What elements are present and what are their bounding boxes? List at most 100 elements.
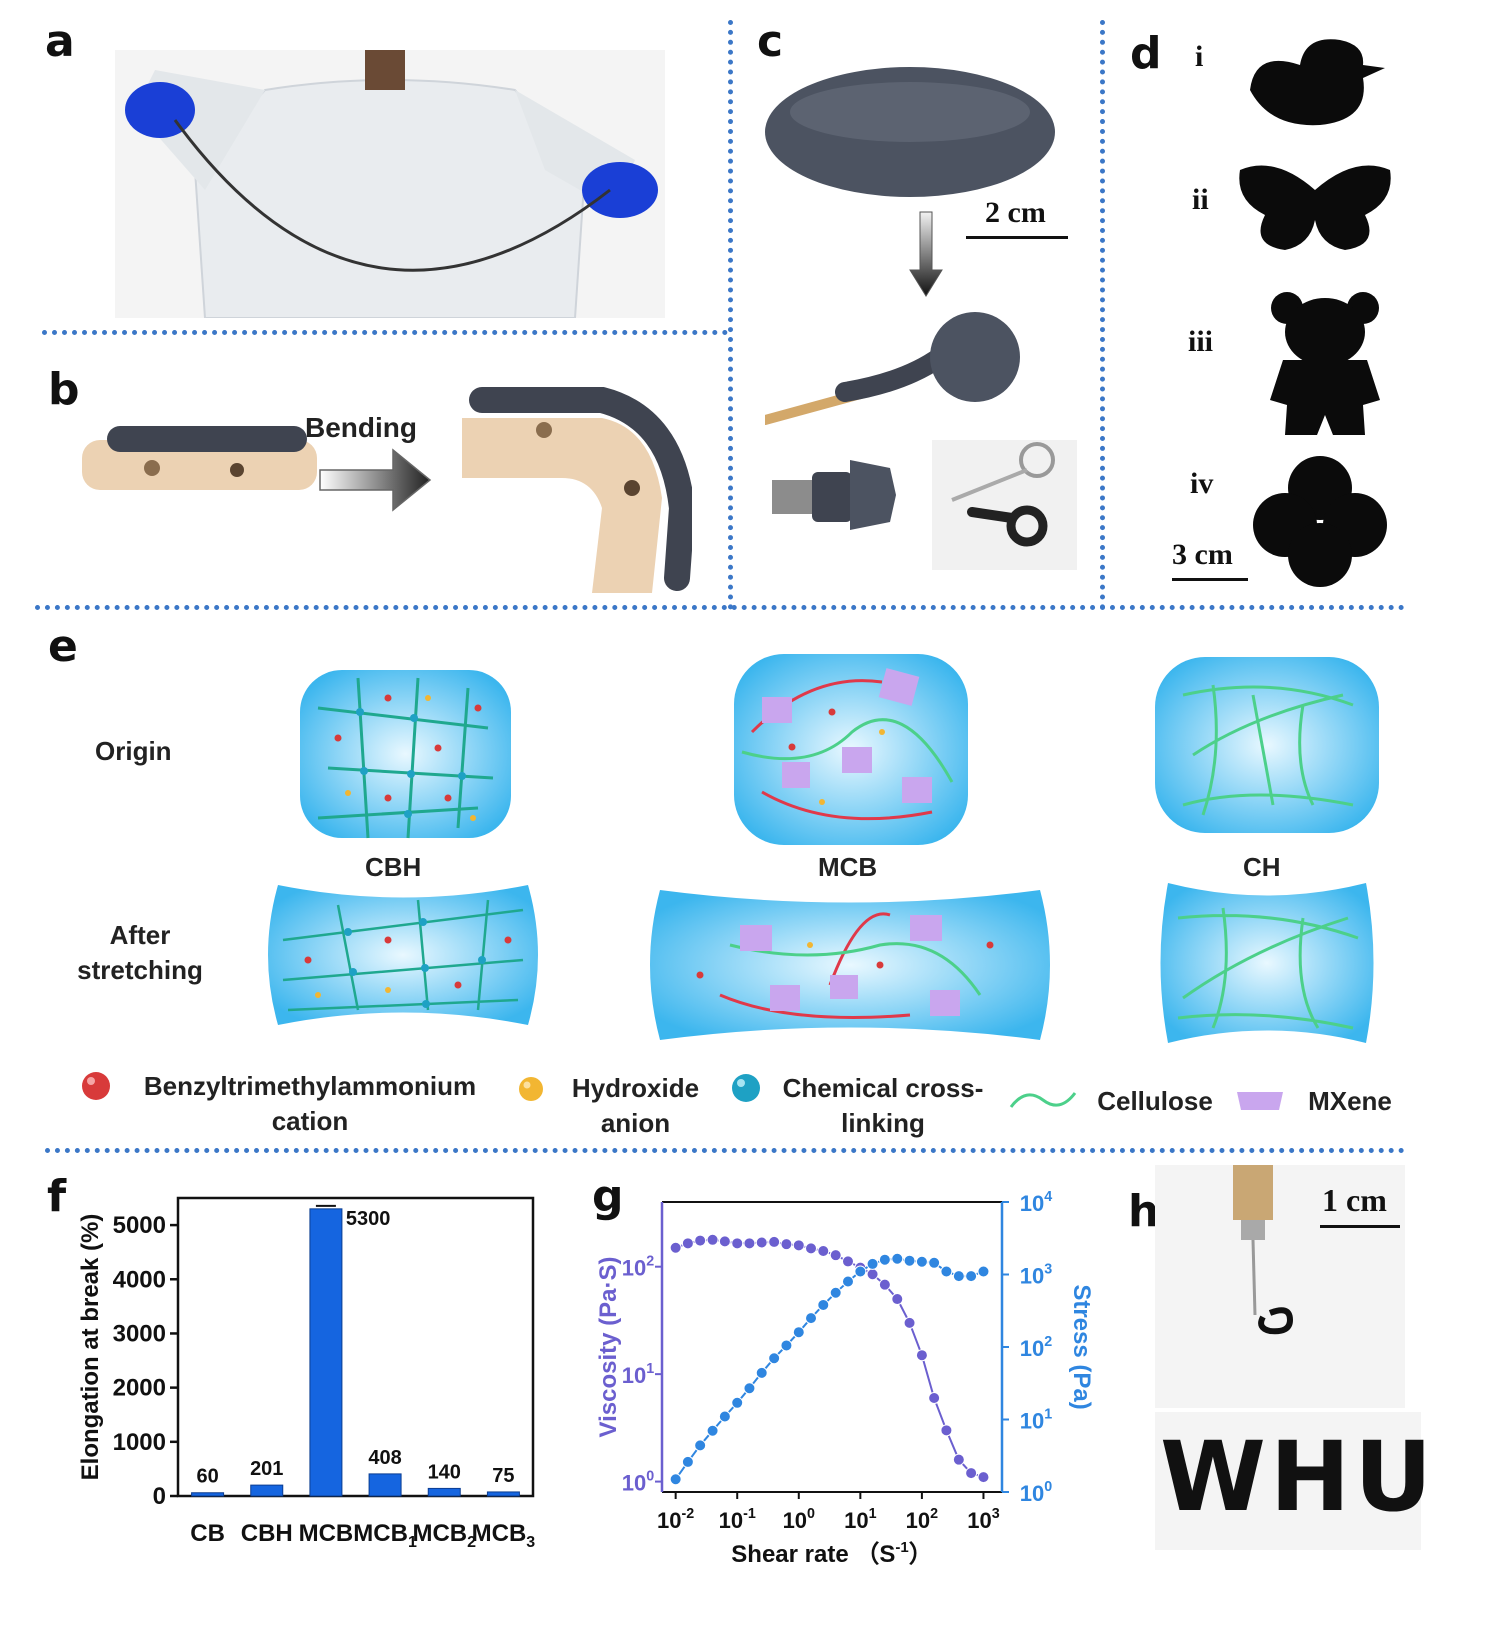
left-axis-label-g: Viscosity (Pa·S) [595, 1257, 622, 1438]
gel-on-bolt [772, 460, 896, 530]
panel-h-photo-top [1155, 1165, 1405, 1408]
bent-joint-hole [624, 480, 640, 496]
right-tick-label-g: 100 [1020, 1479, 1052, 1506]
y-tick-label-f: 0 [153, 1483, 166, 1510]
separator-ab [42, 330, 728, 335]
viscosity-point [940, 1424, 953, 1437]
stress-point [792, 1326, 805, 1339]
schematic-mcb-stretched [650, 890, 1050, 1040]
separator-row2 [45, 1148, 1405, 1153]
y-tick-label-f: 2000 [113, 1375, 166, 1402]
finger-joint-screw [144, 460, 160, 476]
legend-cellulose-icon [1009, 1092, 1077, 1108]
syringe-needle [1251, 1239, 1257, 1316]
x-axis-label-g: Shear rate （S-1） [731, 1539, 932, 1565]
column-label-cbh: CBH [365, 852, 422, 882]
panel-label-e: e [48, 621, 78, 672]
legend-cation-icon [82, 1072, 110, 1100]
viscosity-point [780, 1238, 793, 1251]
separator-cd [1100, 20, 1105, 610]
right-tick-label-g: 103 [1020, 1262, 1052, 1289]
panel-label-f: f [47, 1171, 67, 1222]
syringe-hub [1233, 1165, 1273, 1220]
y-tick-label-f: 4000 [113, 1266, 166, 1293]
panel-label-d: d [1130, 28, 1162, 79]
d-item-i-label: i [1195, 40, 1204, 73]
scale-bar-h [1320, 1225, 1400, 1228]
chart-f: 0 1000 2000 3000 4000 5000 60 CB 201 CBH 5300 MCB 40… [77, 1196, 536, 1551]
right-tick-label-g: 101 [1020, 1407, 1052, 1434]
legend-crosslink-line2: linking [841, 1108, 925, 1138]
row-label-stretching: stretching [77, 955, 203, 985]
finger-flat [82, 440, 317, 490]
x-tick-label-g: 10-2 [657, 1506, 694, 1533]
viscosity-point [952, 1453, 965, 1466]
separator-bc [728, 20, 733, 610]
gel-blob [765, 67, 1055, 197]
viscosity-point [829, 1249, 842, 1262]
stress-point [829, 1286, 842, 1299]
d-item-ii-label: ii [1192, 183, 1209, 216]
panel-b-finger-bent [462, 387, 692, 593]
stress-point [891, 1252, 904, 1265]
viscosity-point [841, 1255, 854, 1268]
schematic-ch-stretched [1160, 883, 1374, 1043]
scissor-handle [1019, 442, 1055, 478]
printed-spiral [1258, 1307, 1294, 1335]
scale-bar-d [1172, 578, 1248, 581]
butterfly-shape [1239, 165, 1391, 250]
scale-bar-c-label: 2 cm [985, 196, 1046, 229]
stress-point [952, 1270, 965, 1283]
panel-label-b: b [48, 364, 80, 415]
panel-label-g: g [592, 1171, 624, 1222]
viscosity-point [928, 1391, 941, 1404]
scale-bar-d-label: 3 cm [1172, 538, 1233, 571]
stress-point [718, 1410, 731, 1423]
x-tick-label-f: CB [190, 1520, 225, 1547]
viscosity-point [694, 1234, 707, 1247]
panel-label-c: c [757, 16, 784, 67]
gel-on-stick [765, 312, 1020, 425]
bending-label: Bending [305, 412, 417, 443]
data-label: 5300 [346, 1208, 391, 1230]
d-item-iv-label: iv [1190, 467, 1214, 500]
stress-point [706, 1424, 719, 1437]
stress-point [866, 1257, 879, 1270]
viscosity-point [706, 1233, 719, 1246]
duck-shape [1250, 39, 1385, 126]
viscosity-point [718, 1235, 731, 1248]
viscosity-point [731, 1237, 744, 1250]
scale-bar-c [966, 236, 1068, 239]
schematic-mcb-origin [734, 654, 968, 845]
stress-point [743, 1382, 756, 1395]
stress-point [903, 1254, 916, 1267]
bending-arrow [319, 448, 432, 512]
left-tick-label-g: 102 [622, 1254, 654, 1281]
stress-line [674, 1257, 984, 1480]
x-tick-label-f: MCB3 [472, 1520, 536, 1551]
finger-bent [462, 418, 662, 593]
bar-mcb2 [427, 1487, 461, 1497]
schematic-ch-origin [1155, 657, 1379, 833]
viscosity-point [878, 1278, 891, 1291]
row-label-origin: Origin [95, 736, 172, 766]
panel-h-photo-bottom [1155, 1412, 1421, 1550]
x-tick-label-g: 10-1 [719, 1506, 756, 1533]
viscosity-point [891, 1293, 904, 1306]
panel-a-photo [115, 50, 665, 318]
x-tick-label-f: MCB2 [412, 1520, 476, 1551]
legend-anion-line1: Hydroxide [571, 1073, 700, 1103]
plot-frame-f [176, 1196, 535, 1498]
legend-crosslink-icon [732, 1074, 760, 1102]
panel-b-finger-flat [82, 426, 317, 490]
viscosity-point [903, 1316, 916, 1329]
data-label: 75 [492, 1465, 514, 1487]
panel-label-h: h [1128, 1186, 1160, 1237]
stress-point [694, 1439, 707, 1452]
stress-point [755, 1366, 768, 1379]
viscosity-point [977, 1471, 990, 1484]
x-tick-label-f: MCB [299, 1520, 354, 1547]
viscosity-point [965, 1467, 978, 1480]
stress-point [731, 1396, 744, 1409]
neck [365, 50, 405, 90]
